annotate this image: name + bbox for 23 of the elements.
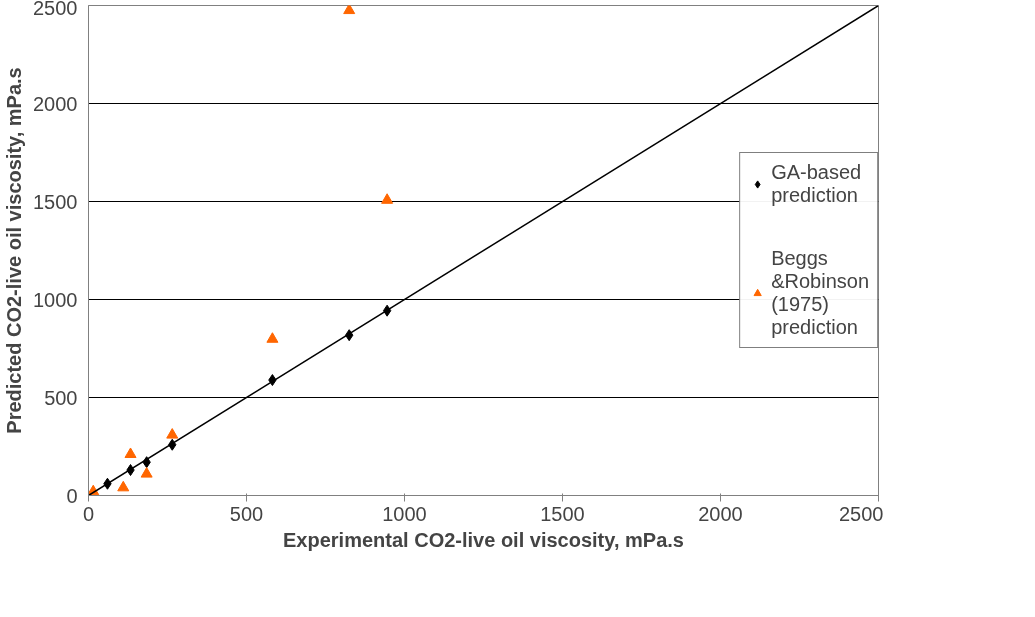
point bbox=[381, 193, 394, 204]
point bbox=[124, 447, 137, 459]
y-axis-title: Predicted CO2-live oil viscosity, mPa.s bbox=[3, 67, 26, 434]
x-tick-label: 2000 bbox=[698, 502, 743, 525]
x-tick-label: 1500 bbox=[540, 502, 585, 525]
y-tick-label: 1500 bbox=[33, 190, 78, 213]
legend-label: Beggs &Robinson (1975) prediction bbox=[771, 247, 869, 339]
point bbox=[266, 332, 279, 343]
legend-label: GA-based prediction bbox=[771, 161, 862, 207]
x-tick-label: 500 bbox=[229, 502, 264, 525]
point bbox=[343, 5, 356, 15]
point bbox=[166, 428, 179, 439]
y-tick-label: 2500 bbox=[33, 0, 78, 19]
y-tick-label: 0 bbox=[66, 484, 78, 507]
point bbox=[117, 480, 130, 492]
x-tick-label: 2500 bbox=[839, 502, 884, 525]
x-tick-label: 1000 bbox=[382, 502, 427, 525]
y-tick-label: 1000 bbox=[33, 288, 78, 311]
x-tick-label: 0 bbox=[82, 502, 95, 525]
x-axis-title: Experimental CO2-live oil viscosity, mPa.s bbox=[283, 528, 684, 551]
y-tick-label: 500 bbox=[44, 386, 78, 409]
point bbox=[140, 467, 153, 478]
y-tick-label: 2000 bbox=[33, 92, 78, 115]
